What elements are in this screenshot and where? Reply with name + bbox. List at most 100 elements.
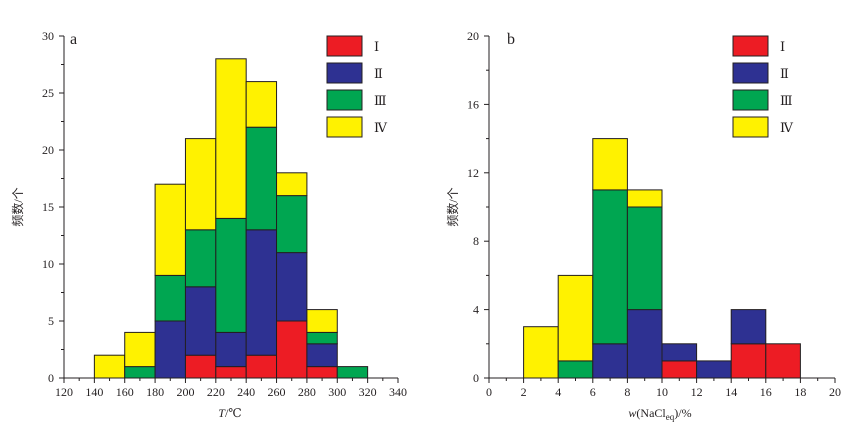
x-tick-label: 300 [328, 385, 346, 399]
x-tick-label: 120 [55, 385, 73, 399]
legend-label: Ⅲ [780, 93, 793, 108]
bar-segment [626, 309, 663, 379]
bar-segment [184, 354, 217, 379]
x-tick-label: 140 [85, 385, 103, 399]
bars [523, 138, 801, 379]
bar-segment [245, 126, 278, 231]
y-tick-label: 12 [467, 166, 479, 180]
y-tick-label: 5 [48, 314, 54, 328]
x-tick-label: 10 [656, 385, 668, 399]
y-tick-label: 8 [473, 234, 479, 248]
bar-segment [306, 343, 338, 368]
bar-segment [592, 138, 628, 191]
bar-segment [661, 360, 698, 379]
legend-label: Ⅱ [374, 66, 383, 81]
bar-segment [154, 320, 186, 379]
bar-segment [154, 274, 186, 322]
x-axis-title: w(NaCleq)/% [628, 406, 691, 422]
bar-segment [276, 320, 308, 379]
x-tick-label: 4 [555, 385, 561, 399]
legend-label: Ⅰ [780, 39, 785, 54]
y-tick-label: 16 [467, 97, 479, 111]
y-tick-label: 25 [42, 86, 54, 100]
x-tick-label: 16 [760, 385, 772, 399]
bars [93, 58, 369, 379]
bar-segment [306, 366, 338, 379]
y-tick-label: 10 [42, 257, 54, 271]
bar-segment [306, 309, 338, 333]
x-tick-label: 6 [590, 385, 596, 399]
y-tick-label: 30 [42, 29, 54, 43]
y-axis-title: 频数/个 [10, 187, 25, 226]
bar-segment [592, 189, 628, 345]
bar-segment [215, 58, 247, 219]
legend-swatch [732, 89, 769, 111]
x-tick-label: 220 [207, 385, 225, 399]
bar-segment [184, 286, 217, 356]
x-tick-label: 14 [725, 385, 737, 399]
y-tick-label: 0 [48, 371, 54, 385]
legend-label: Ⅱ [780, 66, 789, 81]
bar-segment [557, 274, 594, 362]
legend: Ⅰ Ⅱ Ⅲ Ⅳ [326, 35, 388, 138]
bar-segment [730, 309, 767, 345]
x-tick-label: 320 [359, 385, 377, 399]
x-tick-label: 0 [486, 385, 492, 399]
x-axis-title: T/℃ [218, 406, 241, 420]
legend-label: Ⅰ [374, 39, 379, 54]
bar-segment [276, 195, 308, 254]
bar-segment [523, 326, 559, 379]
bar-segment [276, 172, 308, 197]
bar-segment [184, 138, 217, 231]
x-tick-label: 180 [146, 385, 164, 399]
y-axis-title: 频数/个 [445, 187, 460, 226]
bar-segment [626, 189, 663, 208]
bar-segment [276, 252, 308, 322]
panel-label: a [70, 31, 77, 48]
chart-panel-a: 0 5 10 15 20 25 30 120 140 160 180 200 220 240 260 280 3… [10, 29, 407, 420]
legend-label: Ⅳ [780, 120, 794, 135]
legend-swatch [326, 35, 363, 57]
legend-label: Ⅲ [374, 93, 387, 108]
legend-swatch [732, 116, 769, 138]
y-tick-label: 0 [473, 371, 479, 385]
legend-swatch [326, 62, 363, 84]
bar-segment [93, 354, 126, 379]
bar-segment [124, 366, 156, 379]
y-tick-label: 4 [473, 303, 479, 317]
bar-segment [557, 360, 594, 379]
x-tick-label: 340 [389, 385, 407, 399]
bar-segment [124, 331, 156, 368]
chart-panel-b: 0 4 8 12 16 20 0 2 4 6 8 10 12 14 16 18 20 b 频数/个 w(NaCleq)… [445, 29, 841, 422]
x-tick-label: 200 [176, 385, 194, 399]
y-tick-label: 20 [467, 29, 479, 43]
x-tick-label: 12 [691, 385, 703, 399]
bar-segment [336, 366, 369, 379]
bar-segment [765, 343, 801, 379]
y-tick-label: 15 [42, 200, 54, 214]
legend-swatch [732, 35, 769, 57]
x-tick-label: 20 [829, 385, 841, 399]
bar-segment [245, 229, 278, 356]
x-tick-label: 280 [298, 385, 316, 399]
bar-segment [184, 229, 217, 288]
legend-swatch [732, 62, 769, 84]
x-tick-label: 2 [521, 385, 527, 399]
x-tick-label: 260 [268, 385, 286, 399]
legend-swatch [326, 116, 363, 138]
x-tick-label: 8 [624, 385, 630, 399]
x-tick-label: 240 [237, 385, 255, 399]
bar-segment [592, 343, 628, 379]
bar-segment [661, 343, 698, 362]
legend-swatch [326, 89, 363, 111]
x-tick-label: 18 [794, 385, 806, 399]
bar-segment [306, 331, 338, 345]
legend-label: Ⅳ [374, 120, 388, 135]
bar-segment [696, 360, 732, 379]
x-tick-label: 160 [116, 385, 134, 399]
bar-segment [215, 366, 247, 379]
legend: Ⅰ Ⅱ Ⅲ Ⅳ [732, 35, 794, 138]
bar-segment [154, 183, 186, 276]
panel-label: b [507, 31, 515, 48]
